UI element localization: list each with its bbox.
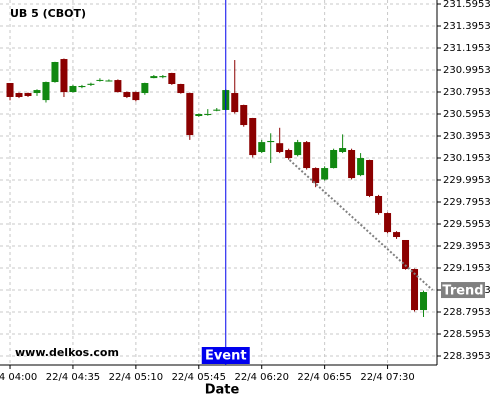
candle-body: [357, 158, 365, 176]
candle-body: [123, 92, 131, 97]
x-tick-label: 22/4 05:45: [172, 372, 226, 383]
candle-body: [375, 195, 383, 214]
candle-body: [96, 79, 104, 81]
candle-body: [60, 59, 68, 93]
candle-body: [168, 73, 176, 85]
x-tick-label: 22/4 05:10: [109, 372, 163, 383]
candle-body: [105, 80, 113, 82]
y-tick-label: 229.1953: [443, 263, 491, 274]
y-tick-label: 228.7953: [443, 307, 491, 318]
y-tick-label: 230.3953: [443, 131, 491, 142]
y-tick-label: 230.9953: [443, 65, 491, 76]
candle-body: [51, 62, 59, 83]
candle-body: [177, 84, 185, 94]
candle-body: [348, 150, 356, 179]
x-axis-label: Date: [205, 383, 240, 398]
event-label: Event: [205, 349, 247, 364]
candle-body: [15, 93, 23, 97]
x-tick-label: 22/4 06:20: [234, 372, 288, 383]
candle-body: [384, 213, 392, 233]
candle-body: [294, 142, 302, 156]
y-tick-label: 231.1953: [443, 43, 491, 54]
event-label-box: [201, 347, 250, 364]
y-tick-label: 231.5953: [443, 0, 491, 10]
candle-body: [159, 76, 167, 78]
candle-body: [42, 82, 50, 101]
candle-body: [213, 109, 221, 111]
candle-body: [258, 142, 266, 152]
y-tick-label: 230.5953: [443, 109, 491, 120]
candle-body: [366, 160, 374, 196]
candle-body: [249, 117, 257, 156]
chart-title: UB 5 (CBOT): [10, 7, 86, 20]
candle-body: [195, 114, 203, 117]
candle-body: [132, 92, 140, 101]
candle-body: [141, 83, 149, 94]
candle-body: [303, 142, 311, 169]
candle-body: [87, 83, 95, 85]
candle-body: [150, 76, 158, 79]
y-tick-label: 229.3953: [443, 241, 491, 252]
candle-body: [339, 148, 347, 152]
trend-label-box: [441, 282, 485, 299]
candle-body: [114, 80, 122, 93]
candle-body: [276, 143, 284, 152]
candle-body: [78, 85, 86, 88]
candle-body: [402, 239, 410, 270]
x-tick-label: 22/4 07:30: [360, 372, 414, 383]
candle-body: [411, 269, 419, 311]
y-tick-label: 229.9953: [443, 175, 491, 186]
candle-body: [231, 93, 239, 113]
watermark: www.delkos.com: [15, 346, 119, 359]
candle-body: [24, 93, 32, 96]
candle-body: [321, 168, 329, 180]
candle-body: [69, 85, 77, 93]
y-tick-label: 228.5953: [443, 329, 491, 340]
y-tick-label: 228.3953: [443, 351, 491, 362]
y-tick-label: 229.5953: [443, 219, 491, 230]
candle-body: [33, 90, 41, 94]
y-tick-label: 229.7953: [443, 197, 491, 208]
y-tick-label: 230.1953: [443, 153, 491, 164]
candle-body: [312, 168, 320, 184]
candle-body: [6, 83, 14, 97]
x-tick-label: 22/4 04:00: [0, 372, 37, 383]
trend-line: [288, 159, 434, 291]
candle-body: [285, 150, 293, 159]
candle-body: [420, 292, 428, 311]
candle-body: [204, 114, 212, 116]
y-tick-label: 230.7953: [443, 87, 491, 98]
x-tick-label: 22/4 04:35: [46, 372, 100, 383]
candle-body: [393, 232, 401, 238]
candle-body: [330, 150, 338, 169]
candle-body: [267, 140, 275, 143]
trend-label: Trend: [442, 284, 483, 299]
x-tick-label: 22/4 06:55: [297, 372, 351, 383]
candle-body: [240, 105, 248, 126]
y-tick-label: 231.3953: [443, 21, 491, 32]
candle-body: [186, 93, 194, 136]
